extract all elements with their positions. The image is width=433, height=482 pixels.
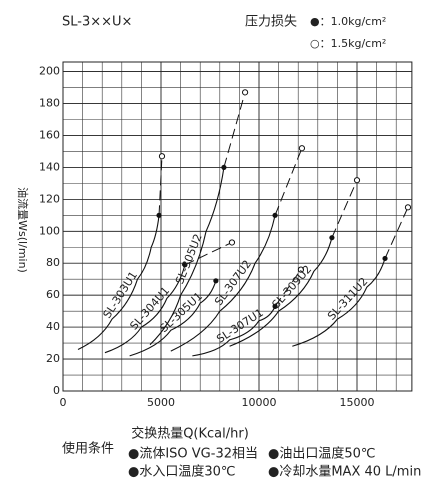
point-1-0	[213, 278, 219, 284]
point-1-5	[404, 204, 412, 211]
y-tick-label: 20	[46, 352, 60, 365]
curve	[129, 280, 217, 357]
point-1-0	[221, 164, 227, 171]
condition: ●水入口温度30℃	[128, 464, 236, 480]
curve	[192, 306, 276, 357]
series-label: SL-311U2	[325, 275, 370, 323]
legend-open: ○：1.5kg/cm²	[310, 37, 386, 50]
y-tick-label: 60	[46, 288, 60, 301]
point-1-0	[182, 262, 188, 268]
conditions-title: 使用条件	[62, 441, 114, 457]
point-1-5	[353, 177, 361, 184]
x-tick-label: 10000	[242, 396, 277, 409]
point-1-0	[272, 212, 278, 218]
y-tick-label: 180	[39, 97, 60, 110]
dashed-extension	[331, 179, 358, 238]
legend-title: 压力损失	[245, 15, 297, 30]
dashed-extension	[274, 269, 302, 307]
point-1-0	[272, 303, 278, 309]
y-axis-label: 油流量Ws(l/min)	[16, 187, 30, 273]
x-tick-label: 0	[60, 396, 67, 409]
series-label: SL-307U1	[214, 306, 265, 346]
point-1-5	[298, 145, 306, 152]
curve	[170, 215, 276, 352]
y-tick-label: 120	[39, 192, 60, 205]
chart-title: SL-3××U×	[62, 15, 132, 30]
point-1-5	[228, 239, 236, 246]
x-tick-label: 15000	[340, 396, 375, 409]
point-1-0	[382, 255, 388, 262]
y-tick-label: 100	[39, 224, 60, 237]
point-1-5	[241, 89, 249, 96]
plot-frame	[62, 61, 413, 392]
y-tick-label: 140	[39, 160, 60, 173]
curve	[229, 237, 333, 347]
dashed-extension	[158, 156, 163, 216]
y-tick-label: 80	[46, 256, 60, 269]
dashed-extension	[184, 242, 233, 266]
y-tick-label: 160	[39, 128, 60, 141]
y-tick-label: 40	[46, 320, 60, 333]
point-1-0	[329, 235, 335, 241]
point-1-0	[156, 212, 162, 218]
series-label: SL-307U2	[212, 258, 254, 308]
dashed-extension	[274, 148, 303, 216]
curve	[104, 264, 186, 354]
condition: ●油出口温度50℃	[268, 446, 376, 462]
curve	[77, 215, 160, 350]
dashed-extension	[384, 207, 409, 259]
series-label: SL-309U2	[269, 263, 314, 311]
dashed-extension	[223, 92, 246, 168]
y-tick-label: 0	[53, 384, 60, 397]
curve	[292, 258, 386, 347]
condition: ●冷却水量MAX 40 L/min	[268, 465, 421, 480]
curve	[149, 167, 225, 346]
point-1-5	[158, 153, 166, 160]
x-tick-label: 5000	[147, 396, 175, 409]
condition: ●流体ISO VG-32相当	[128, 447, 258, 462]
y-tick-label: 200	[39, 65, 60, 78]
legend-filled: ●：1.0kg/cm²	[310, 15, 386, 28]
x-axis-label: 交换热量Q(Kcal/hr)	[131, 426, 249, 442]
point-1-5	[297, 266, 305, 273]
